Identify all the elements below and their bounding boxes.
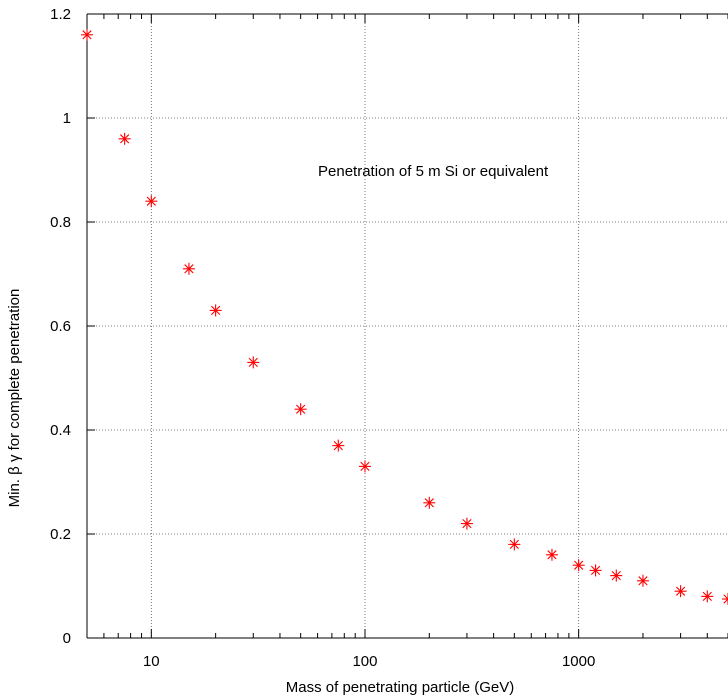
data-point xyxy=(572,559,585,572)
axes xyxy=(86,13,728,639)
data-point xyxy=(610,569,623,582)
data-point xyxy=(294,403,307,416)
data-point xyxy=(460,517,473,530)
x-tick-label: 100 xyxy=(352,653,377,670)
data-point xyxy=(701,590,714,603)
grid-lines xyxy=(87,14,728,638)
y-axis-title: Min. β γ for complete penetration xyxy=(6,289,23,508)
x-tick-label: 1000 xyxy=(562,653,595,670)
data-point xyxy=(247,356,260,369)
x-axis-title: Mass of penetrating particle (GeV) xyxy=(286,679,514,696)
data-point xyxy=(209,304,222,317)
data-point xyxy=(722,593,728,605)
data-point xyxy=(423,496,436,509)
data-point xyxy=(358,460,371,473)
data-point xyxy=(636,574,649,587)
chart-annotation: Penetration of 5 m Si or equivalent xyxy=(318,163,549,180)
data-point xyxy=(118,132,131,145)
y-tick-label: 0 xyxy=(63,630,71,647)
tick-labels: 0 0.2 0.4 0.6 0.8 1 1.2 10 100 1000 xyxy=(50,6,595,670)
data-point xyxy=(145,195,158,208)
y-tick-label: 0.2 xyxy=(50,526,71,543)
data-point xyxy=(589,564,602,577)
data-point xyxy=(81,28,93,41)
x-tick-label: 10 xyxy=(143,653,160,670)
data-points xyxy=(81,28,728,605)
y-tick-label: 0.8 xyxy=(50,214,71,231)
y-tick-label: 1.2 xyxy=(50,6,71,23)
y-tick-label: 0.6 xyxy=(50,318,71,335)
data-point xyxy=(674,585,687,598)
data-point xyxy=(508,538,521,551)
data-point xyxy=(332,439,345,452)
y-tick-label: 0.4 xyxy=(50,422,71,439)
data-point xyxy=(545,548,558,561)
data-point xyxy=(182,262,195,275)
y-tick-label: 1 xyxy=(63,110,71,127)
